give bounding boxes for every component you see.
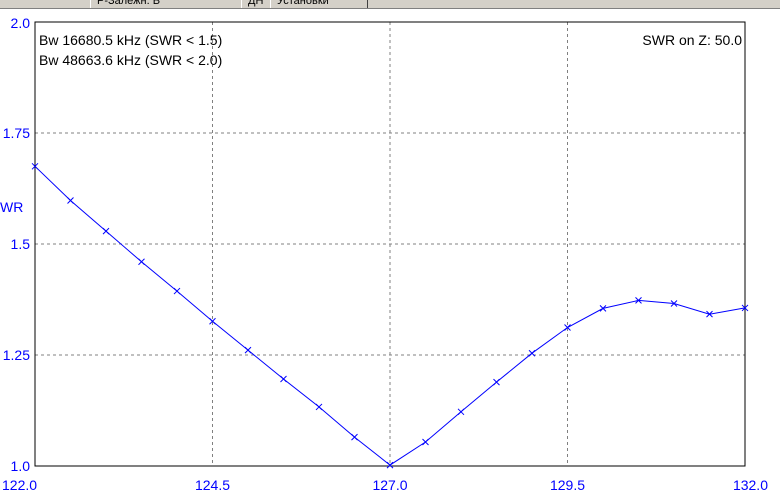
tab-settings[interactable]: Установки: [270, 0, 368, 8]
x-tick-label: 129.5: [550, 477, 585, 493]
data-point-marker: [31, 162, 39, 170]
data-point-marker: [741, 304, 749, 312]
swr-reference-z: SWR on Z: 50.0: [642, 32, 742, 48]
series-group: [31, 162, 749, 469]
data-point-marker: [173, 287, 181, 295]
data-point-marker: [315, 403, 323, 411]
y-tick-label: 1.0: [11, 458, 31, 474]
data-point-marker: [102, 227, 110, 235]
plot-frame: [34, 21, 746, 467]
y-tick-label: 1.75: [3, 125, 30, 141]
x-tick-label: 127.0: [372, 477, 407, 493]
x-tick-label: 122.0: [2, 477, 37, 493]
data-point-marker: [528, 349, 536, 357]
data-point-marker: [422, 438, 429, 446]
data-point-marker: [280, 375, 287, 383]
y-tick-label: 2.0: [11, 15, 31, 31]
data-point-marker: [706, 310, 713, 318]
x-tick-label: 132.0: [733, 477, 768, 493]
y-tick-label: 1.25: [3, 347, 30, 363]
data-point-marker: [635, 297, 642, 304]
data-point-marker: [457, 408, 465, 416]
data-point-marker: [670, 300, 678, 307]
data-point-marker: [493, 378, 500, 386]
y-tick-label: 1.5: [11, 236, 31, 252]
data-point-marker: [244, 346, 252, 354]
x-tick-label: 124.5: [195, 477, 230, 493]
data-point-marker: [67, 197, 74, 204]
data-point-marker: [599, 305, 607, 312]
bandwidth-swr-2-0: Bw 48663.6 kHz (SWR < 2.0): [39, 52, 222, 68]
data-point-marker: [138, 258, 145, 266]
data-point-marker: [351, 433, 358, 441]
data-point-marker: [564, 324, 571, 331]
grid: [35, 22, 745, 466]
y-axis-label: WR: [0, 199, 23, 215]
data-point-marker: [386, 461, 394, 469]
data-point-marker: [209, 317, 216, 325]
tick-labels: 122.0 124.5 127.0 129.5 132.0 1.0 1.25 1.5 1.75 2…: [2, 15, 768, 493]
bandwidth-swr-1-5: Bw 16680.5 kHz (SWR < 1.5): [39, 32, 222, 48]
tab-strip: Р-Залежн. В ДН Установки: [0, 0, 780, 9]
